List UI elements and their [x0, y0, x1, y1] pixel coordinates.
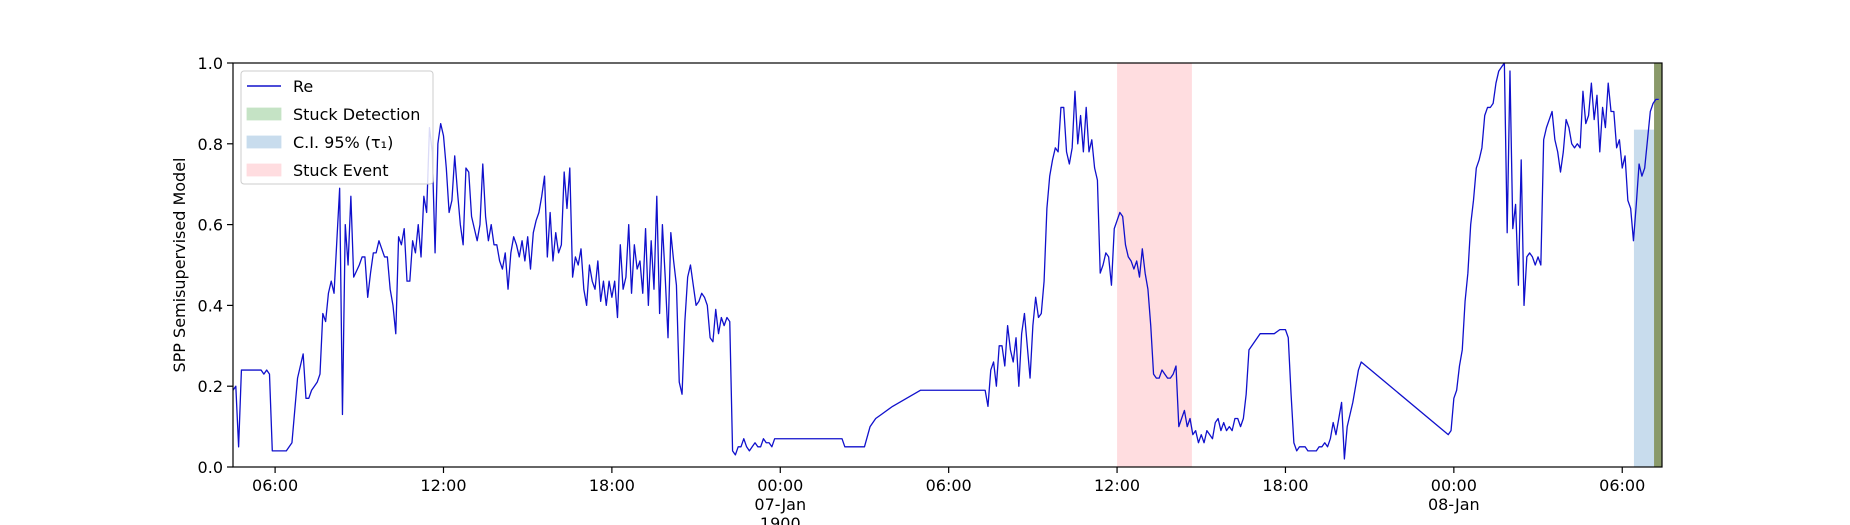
- x-tick-label-1: 12:00: [420, 476, 466, 495]
- legend-swatch-3: [246, 163, 282, 177]
- x-tick-label-2: 18:00: [589, 476, 635, 495]
- x-tick-label-7: 00:00: [1431, 476, 1477, 495]
- legend-label-3: Stuck Event: [293, 161, 389, 180]
- legend-box: [240, 70, 434, 185]
- legend-swatch-2: [246, 135, 282, 149]
- y-tick-label-1: 0.2: [198, 377, 223, 396]
- series-layer: [232, 62, 1659, 460]
- legend-label-1: Stuck Detection: [293, 105, 420, 124]
- shaded-regions: [1117, 63, 1662, 467]
- legend-swatch-1: [246, 107, 282, 121]
- x-tick-label-3: 00:00: [757, 476, 803, 495]
- region-2: [1654, 63, 1662, 467]
- legend-label-2: C.I. 95% (τ₁): [293, 133, 393, 152]
- x-tick-sublabel-7: 08-Jan: [1428, 495, 1480, 514]
- y-axis-label: SPP Semisupervised Model: [170, 158, 189, 373]
- legend-label-0: Re: [293, 77, 313, 96]
- legend: Re Stuck Detection C.I. 95% (τ₁) Stuck Even…: [240, 70, 434, 185]
- y-tick-label-4: 0.8: [198, 135, 223, 154]
- x-tick-label-8: 06:00: [1599, 476, 1645, 495]
- x-tick-label-4: 06:00: [926, 476, 972, 495]
- y-axis: 0.0 0.2 0.4 0.6 0.8 1.0: [198, 54, 233, 477]
- y-tick-label-5: 1.0: [198, 54, 223, 73]
- y-tick-label-0: 0.0: [198, 458, 223, 477]
- x-tick-label-5: 12:00: [1094, 476, 1140, 495]
- series-line-0: [232, 62, 1659, 460]
- x-tick-label-0: 06:00: [252, 476, 298, 495]
- region-0: [1117, 63, 1192, 467]
- x-tick-sublabel-3: 07-Jan: [754, 495, 806, 514]
- x-tick-sublabel2-3: 1900: [760, 514, 801, 525]
- y-tick-label-2: 0.4: [198, 296, 223, 315]
- y-tick-label-3: 0.6: [198, 216, 223, 235]
- plot-frame: [232, 62, 1663, 468]
- x-tick-label-6: 18:00: [1262, 476, 1308, 495]
